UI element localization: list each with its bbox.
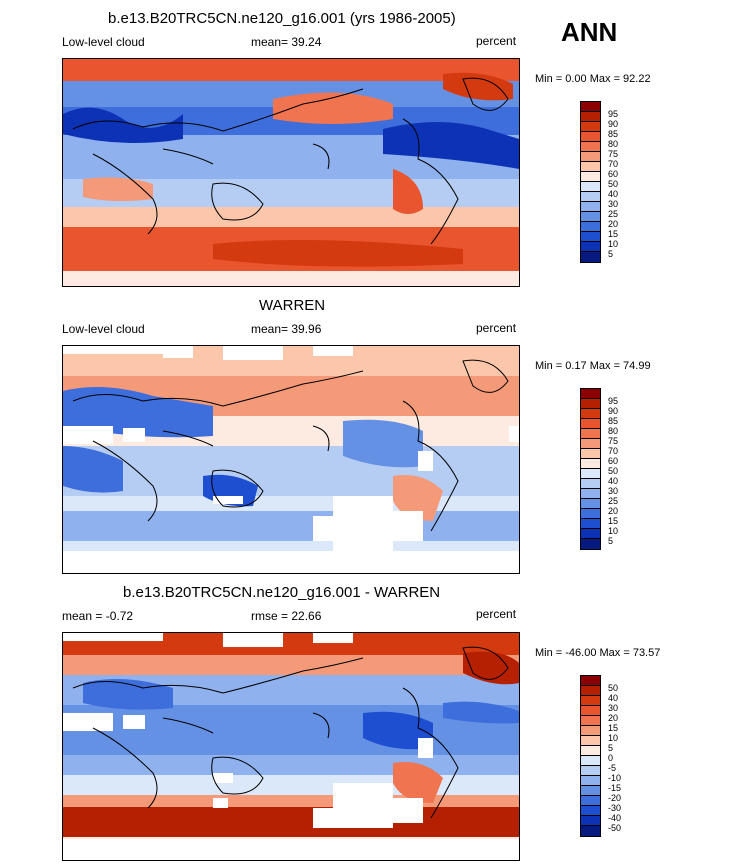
panel3-minmax-label: Min = -46.00 Max = 73.57 [535, 647, 661, 659]
season-label: ANN [561, 17, 618, 47]
panel3-tick: -30 [608, 803, 622, 813]
panel1-tick: 60 [608, 169, 619, 179]
panel1-tick: 5 [608, 249, 614, 259]
panel1-colorbar [580, 101, 601, 263]
panel2-field-label: Low-level cloud [62, 322, 145, 336]
panel3-map-svg [63, 633, 519, 860]
panel2-tick: 80 [608, 426, 619, 436]
panel3-tick: 10 [608, 733, 619, 743]
panel2-tick: 90 [608, 406, 619, 416]
panel2-map [62, 345, 520, 574]
panel2-tick: 30 [608, 486, 619, 496]
panel2-map-svg [63, 346, 519, 573]
panel3-tick: 0 [608, 753, 614, 763]
panel1-tick: 85 [608, 129, 619, 139]
panel1-field-label: Low-level cloud [62, 35, 145, 49]
panel1-map [62, 58, 520, 287]
panel1-units-label: percent [476, 34, 517, 48]
panel3-map [62, 632, 520, 861]
panel3-tick: -5 [608, 763, 617, 773]
panel3-units-label: percent [476, 607, 517, 621]
panel1-minmax-label: Min = 0.00 Max = 92.22 [535, 73, 651, 85]
panel3-tick: -40 [608, 813, 622, 823]
panel3-tick: 5 [608, 743, 614, 753]
panel2-tick: 25 [608, 496, 619, 506]
panel1-tick: 70 [608, 159, 619, 169]
panel1-mean-label: mean= 39.24 [251, 35, 322, 49]
panel1-tick: 75 [608, 149, 619, 159]
panel3-tick: -10 [608, 773, 622, 783]
panel3-tick: 50 [608, 683, 619, 693]
panel2-title: WARREN [259, 297, 326, 314]
panel1-tick: 40 [608, 189, 619, 199]
panel2-tick: 15 [608, 516, 619, 526]
panel3-colorbar [580, 675, 601, 837]
panel3-tick: 15 [608, 723, 619, 733]
panel2-mean-label: mean= 39.96 [251, 322, 322, 336]
panel2-tick: 10 [608, 526, 619, 536]
panel1-tick: 10 [608, 239, 619, 249]
panel1-title: b.e13.B20TRC5CN.ne120_g16.001 (yrs 1986-… [108, 10, 456, 27]
panel3-tick: -50 [608, 823, 622, 833]
panel3-tick: 20 [608, 713, 619, 723]
panel1-tick: 80 [608, 139, 619, 149]
panel2-tick: 40 [608, 476, 619, 486]
panel2-tick: 85 [608, 416, 619, 426]
panel2-tick: 60 [608, 456, 619, 466]
panel2-tick: 20 [608, 506, 619, 516]
panel3-tick: -20 [608, 793, 622, 803]
panel1-tick: 25 [608, 209, 619, 219]
panel3-tick: 40 [608, 693, 619, 703]
panel3-tick: -15 [608, 783, 622, 793]
panel3-title: b.e13.B20TRC5CN.ne120_g16.001 - WARREN [123, 584, 441, 601]
panel3-tick: 30 [608, 703, 619, 713]
panel1-tick: 30 [608, 199, 619, 209]
panel1-tick: 20 [608, 219, 619, 229]
panel2-tick: 70 [608, 446, 619, 456]
panel2-units-label: percent [476, 321, 517, 335]
panel1-tick: 15 [608, 229, 619, 239]
panel2-tick: 75 [608, 436, 619, 446]
panel3-mean-label: mean = -0.72 [62, 609, 134, 623]
panel2-tick: 50 [608, 466, 619, 476]
panel2-tick: 95 [608, 396, 619, 406]
panel1-map-svg [63, 59, 519, 286]
panel1-tick: 50 [608, 179, 619, 189]
panel1-tick: 95 [608, 109, 619, 119]
panel2-colorbar [580, 388, 601, 550]
panel1-tick: 90 [608, 119, 619, 129]
panel2-minmax-label: Min = 0.17 Max = 74.99 [535, 360, 651, 372]
panel2-tick: 5 [608, 536, 614, 546]
panel3-rmse-label: rmse = 22.66 [251, 609, 322, 623]
